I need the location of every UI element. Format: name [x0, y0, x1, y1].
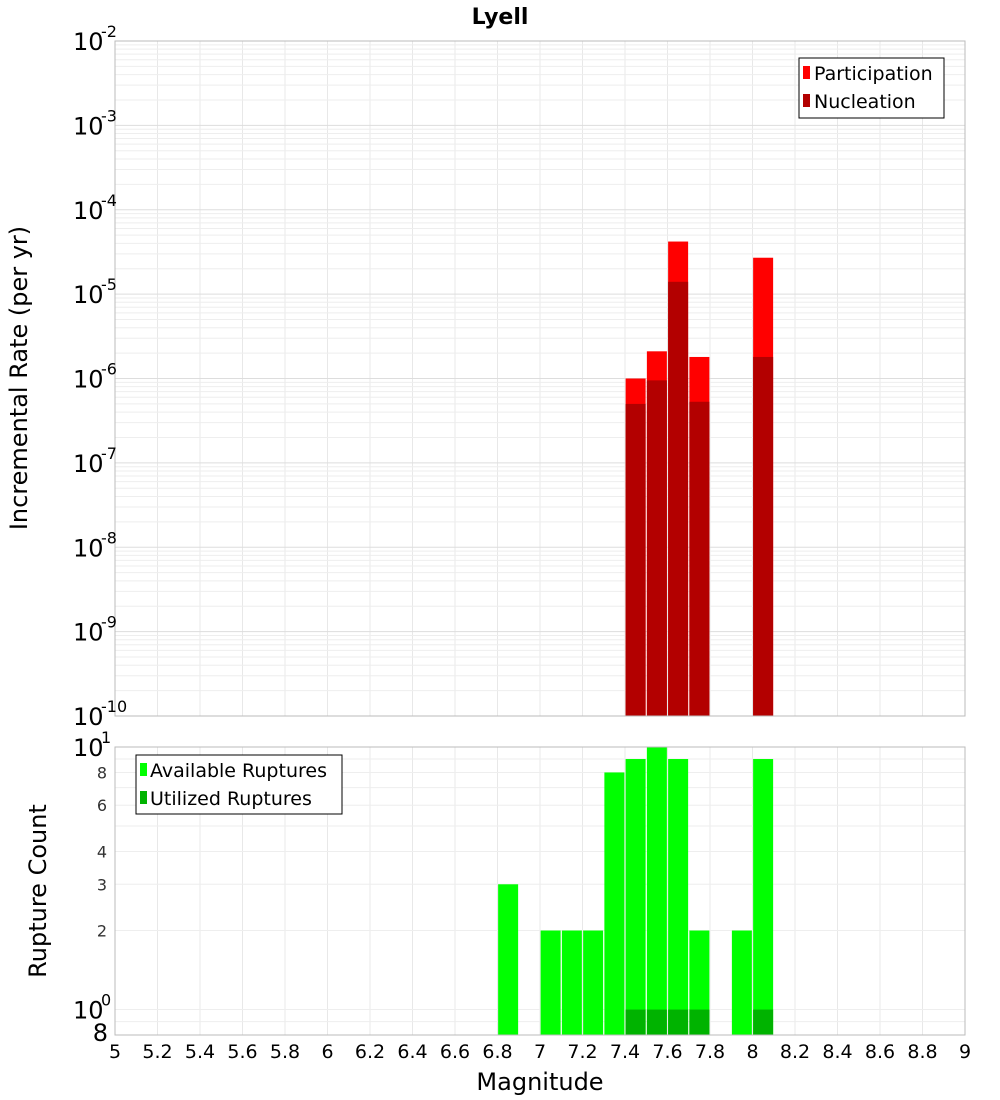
legend-swatch-nucleation: [803, 94, 810, 107]
x-tick-label: 7.2: [567, 1041, 597, 1063]
top-y-tick-base: 10: [73, 703, 104, 731]
available-ruptures-bar: [540, 930, 561, 1035]
x-axis-label: Magnitude: [476, 1068, 603, 1096]
bottom-y-tick-minor: 2: [97, 922, 107, 941]
top-y-tick-exponent: -4: [101, 191, 117, 210]
x-tick-label: 6.4: [397, 1041, 427, 1063]
top-grid: [114, 41, 966, 717]
bottom-legend: Available Ruptures Utilized Ruptures: [135, 754, 343, 815]
x-tick-label: 8.8: [907, 1041, 937, 1063]
x-tick-label: 7.4: [610, 1041, 640, 1063]
bottom-y-tick-minor: 3: [97, 875, 107, 894]
top-y-tick-base: 10: [73, 366, 104, 394]
top-y-axis-label: Incremental Rate (per yr): [5, 226, 33, 530]
available-ruptures-bar: [561, 930, 582, 1035]
top-y-tick-base: 10: [73, 450, 104, 478]
available-ruptures-bar: [689, 930, 710, 1035]
legend-swatch-utilized: [140, 791, 147, 804]
top-y-tick-base: 10: [73, 281, 104, 309]
bottom-y-tick-minor: 6: [97, 796, 107, 815]
x-tick-label: 5: [109, 1041, 121, 1063]
available-ruptures-bar: [625, 759, 646, 1035]
top-y-tick-exponent: -7: [101, 444, 117, 463]
x-ticks: 5 5.2 5.4 5.6 5.8 6 6.2 6.4 6.6 6.8 7 7.2 7.4 7.6 7.8 8…: [109, 1041, 971, 1063]
legend-swatch-available: [140, 763, 147, 776]
available-ruptures-bar: [646, 747, 667, 1035]
available-ruptures-bar: [583, 930, 604, 1035]
x-tick-label: 7.6: [652, 1041, 682, 1063]
utilized-ruptures-bar: [753, 1009, 774, 1035]
utilized-ruptures-bar: [689, 1009, 710, 1035]
utilized-ruptures-bar: [668, 1009, 689, 1035]
nucleation-bar: [689, 401, 710, 716]
top-y-tick-exponent: -9: [101, 613, 117, 632]
top-y-tick-exponent: -8: [101, 528, 117, 547]
nucleation-bar: [753, 356, 774, 716]
bottom-y-tick-base: 10: [73, 997, 104, 1025]
bottom-plot-frame: [114, 746, 966, 1036]
bottom-y-tick-base: 10: [73, 734, 104, 762]
top-y-tick-exponent: -3: [101, 106, 117, 125]
x-tick-label: 5.4: [185, 1041, 215, 1063]
x-tick-label: 6.6: [440, 1041, 470, 1063]
nucleation-bar: [668, 281, 689, 716]
top-y-tick-base: 10: [73, 534, 104, 562]
top-legend: Participation Nucleation: [798, 57, 945, 119]
top-y-tick-base: 10: [73, 619, 104, 647]
nucleation-bar: [625, 403, 646, 716]
nucleation-bar: [646, 380, 667, 716]
top-y-tick-exponent: -6: [101, 360, 117, 379]
bottom-y-tick-minor: 8: [93, 1019, 108, 1047]
x-tick-label: 8.2: [780, 1041, 810, 1063]
top-y-tick-exponent: -2: [101, 22, 117, 41]
legend-label-available: Available Ruptures: [150, 760, 327, 782]
legend-label-utilized: Utilized Ruptures: [150, 788, 312, 810]
x-tick-label: 7: [534, 1041, 546, 1063]
legend-label-nucleation: Nucleation: [814, 91, 916, 113]
x-tick-label: 7.8: [695, 1041, 725, 1063]
utilized-ruptures-bar: [625, 1009, 646, 1035]
top-plot-frame: [114, 40, 966, 717]
x-tick-label: 6.2: [355, 1041, 385, 1063]
available-ruptures-bar: [498, 884, 519, 1035]
top-bars: [625, 241, 774, 717]
x-tick-label: 5.6: [227, 1041, 257, 1063]
bottom-y-tick-exponent: 1: [101, 728, 111, 747]
available-ruptures-bar: [668, 759, 689, 1035]
top-y-tick-exponent: -10: [101, 697, 127, 716]
available-ruptures-bar: [753, 759, 774, 1035]
top-legend-box: [798, 57, 945, 119]
top-y-tick-base: 10: [73, 112, 104, 140]
chart-title: Lyell: [472, 5, 529, 30]
bottom-bars: [498, 747, 774, 1035]
available-ruptures-bar: [604, 772, 625, 1035]
bottom-y-axis-label: Rupture Count: [24, 804, 52, 978]
x-tick-label: 9: [959, 1041, 971, 1063]
bottom-y-tick-minor: 4: [97, 842, 107, 861]
top-y-tick-base: 10: [73, 28, 104, 56]
x-tick-label: 8.4: [822, 1041, 852, 1063]
top-y-tick-base: 10: [73, 197, 104, 225]
x-tick-label: 6.8: [482, 1041, 512, 1063]
x-tick-label: 8: [746, 1041, 758, 1063]
x-tick-label: 5.2: [142, 1041, 172, 1063]
available-ruptures-bar: [731, 930, 752, 1035]
x-tick-label: 8.6: [865, 1041, 895, 1063]
bottom-legend-box: [135, 754, 343, 815]
top-y-tick-exponent: -5: [101, 275, 117, 294]
legend-swatch-participation: [803, 66, 810, 79]
bottom-y-tick-minor: 8: [97, 763, 107, 782]
utilized-ruptures-bar: [646, 1009, 667, 1035]
bottom-y-tick-exponent: 0: [101, 991, 111, 1010]
x-tick-label: 5.8: [270, 1041, 300, 1063]
legend-label-participation: Participation: [814, 63, 933, 85]
x-tick-label: 6: [321, 1041, 333, 1063]
